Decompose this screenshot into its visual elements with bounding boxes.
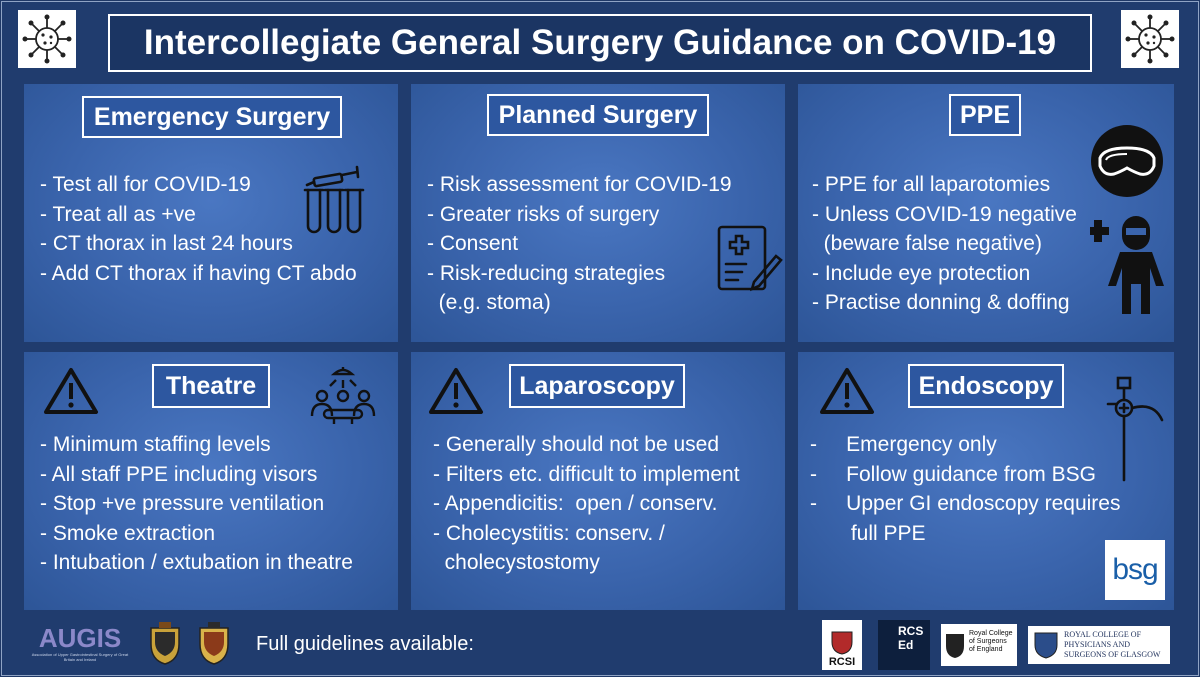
list-item: - Appendicitis: open / conserv.	[433, 492, 718, 516]
list-item: - Include eye protection	[812, 261, 1031, 285]
list-item: - Add CT thorax if having CT abdo	[40, 261, 357, 285]
list-item: - Cholecystitis: conserv. /	[433, 521, 665, 545]
rcpsg-crest-icon	[1034, 632, 1058, 659]
page-title: Intercollegiate General Surgery Guidance…	[143, 23, 1057, 62]
rcsed-logo[interactable]: RCS Ed	[878, 620, 930, 670]
list-item: - CT thorax in last 24 hours	[40, 232, 293, 256]
syringe-test-tubes-icon	[303, 165, 365, 234]
endoscopy-items: - Emergency only - Follow guidance from …	[810, 430, 1120, 548]
panel-ppe: PPE - PPE for all laparotomies - Unless …	[798, 84, 1174, 342]
augis-logo-text: AUGIS	[38, 624, 122, 653]
surgical-team-icon	[310, 367, 376, 424]
rcsi-logo-text: RCSI	[828, 656, 856, 668]
list-item: - Filters etc. difficult to implement	[433, 462, 740, 486]
list-item: (e.g. stoma)	[427, 291, 551, 315]
list-item: full PPE	[810, 521, 926, 545]
page-title-box: Intercollegiate General Surgery Guidance…	[108, 14, 1092, 72]
list-item: - Intubation / extubation in theatre	[40, 551, 353, 575]
panel-title-theatre: Theatre	[152, 364, 270, 408]
rcseng-logo-text-1: Royal College	[969, 630, 1013, 637]
list-item: - Treat all as +ve	[40, 202, 196, 226]
list-item: - PPE for all laparotomies	[812, 173, 1051, 196]
footer-text: Full guidelines available:	[256, 633, 474, 655]
augis-logo[interactable]: AUGIS Association of Upper Gastrointesti…	[30, 624, 130, 664]
ppe-items: - PPE for all laparotomies - Unless COVI…	[812, 170, 1077, 318]
list-item: - All staff PPE including visors	[40, 462, 318, 486]
panel-title-emergency-surgery: Emergency Surgery	[82, 96, 342, 138]
laparoscopy-items: - Generally should not be used - Filters…	[433, 430, 740, 578]
virus-icon	[18, 10, 76, 68]
list-item: - Unless COVID-19 negative	[812, 202, 1077, 226]
endoscope-icon	[1106, 376, 1164, 482]
panel-laparoscopy: Laparoscopy - Generally should not be us…	[411, 352, 785, 610]
planned-items: - Risk assessment for COVID-19 - Greater…	[427, 170, 732, 318]
list-item: - Practise donning & doffing	[812, 291, 1070, 315]
rcpsg-logo-text-2: PHYSICIANS AND	[1064, 640, 1131, 649]
list-item: - Follow guidance from BSG	[810, 462, 1096, 486]
rcpsg-logo[interactable]: ROYAL COLLEGE OF PHYSICIANS AND SURGEONS…	[1028, 626, 1170, 664]
warning-icon	[44, 368, 98, 414]
rcseng-crest-icon	[946, 634, 964, 658]
list-item: - Smoke extraction	[40, 521, 216, 545]
panel-title-ppe: PPE	[949, 94, 1021, 136]
rcpsg-logo-text-3: SURGEONS OF GLASGOW	[1064, 650, 1161, 659]
list-item: (beware false negative)	[812, 232, 1042, 256]
list-item: - Generally should not be used	[433, 433, 720, 456]
bsg-logo-text: bsg	[1112, 553, 1158, 586]
panel-endoscopy: Endoscopy - Emergency only - Follow guid…	[798, 352, 1174, 610]
goggles-icon	[1091, 125, 1163, 197]
warning-icon	[429, 368, 483, 414]
rcseng-logo-text-2: of Surgeons	[969, 638, 1007, 645]
theatre-items: - Minimum staffing levels - All staff PP…	[40, 430, 353, 578]
rcsed-logo-text-2: Ed	[898, 638, 914, 652]
list-item: - Risk assessment for COVID-19	[427, 173, 732, 196]
list-item: - Risk-reducing strategies	[427, 261, 666, 285]
list-item: - Upper GI endoscopy requires	[810, 492, 1121, 516]
list-item: - Test all for COVID-19	[40, 173, 251, 196]
consent-form-icon	[717, 225, 783, 292]
ppe-suit-icon	[1090, 216, 1164, 314]
panel-planned-surgery: Planned Surgery - Risk assessment for CO…	[411, 84, 785, 342]
list-item: - Greater risks of surgery	[427, 202, 660, 226]
panel-title-laparoscopy: Laparoscopy	[509, 364, 685, 408]
list-item: cholecystostomy	[433, 551, 600, 575]
list-item: - Minimum staffing levels	[40, 433, 271, 456]
rcseng-logo-text-3: of England	[969, 646, 1003, 653]
crest-icon[interactable]	[147, 620, 183, 666]
emergency-items: - Test all for COVID-19 - Treat all as +…	[40, 170, 357, 288]
list-item: - Emergency only	[810, 433, 997, 456]
augis-logo-subtitle: Association of Upper Gastrointestinal Su…	[31, 652, 129, 662]
virus-icon	[1121, 10, 1179, 68]
rcsi-crest-icon	[831, 631, 853, 655]
rcpsg-logo-text-1: ROYAL COLLEGE OF	[1064, 630, 1142, 639]
panel-title-planned-surgery: Planned Surgery	[487, 94, 709, 136]
crest-icon[interactable]	[196, 620, 232, 666]
panel-theatre: Theatre - Minimum staffing levels - All …	[24, 352, 398, 610]
rcsed-logo-text-1: RCS	[898, 624, 924, 638]
list-item: - Stop +ve pressure ventilation	[40, 492, 325, 516]
panel-title-endoscopy: Endoscopy	[908, 364, 1064, 408]
panel-emergency-surgery: Emergency Surgery - Test all for COVID-1…	[24, 84, 398, 342]
warning-icon	[820, 368, 874, 414]
rcseng-logo[interactable]: Royal College of Surgeons of England	[941, 624, 1017, 666]
rcsi-logo[interactable]: RCSI	[822, 620, 862, 670]
bsg-logo[interactable]: bsg	[1105, 540, 1165, 600]
list-item: - Consent	[427, 232, 519, 256]
